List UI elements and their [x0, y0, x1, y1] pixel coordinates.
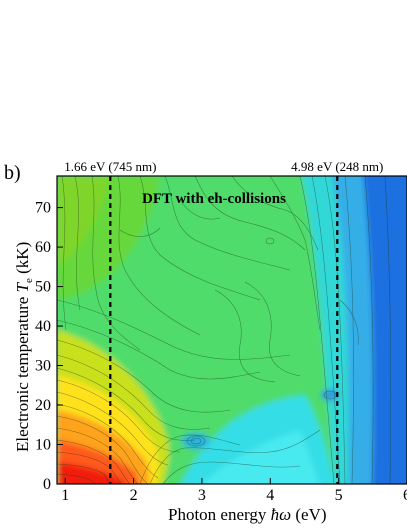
x-tick-label: 1	[61, 487, 69, 504]
heatmap-field	[57, 176, 407, 484]
y-axis-ticks: 0 10 20 30 40 50 60 70	[35, 200, 63, 493]
panel-label: b)	[4, 162, 21, 184]
y-tick-label: 10	[35, 437, 51, 454]
x-axis-label-symbol: ħω	[271, 505, 292, 524]
x-tick-label: 3	[198, 487, 206, 504]
y-axis-label-prefix: Electronic temperature	[13, 292, 32, 452]
y-axis-label: Electronic temperature Te (kK)	[13, 242, 35, 452]
y-axis-label-unit: (kK)	[13, 242, 32, 278]
plot-frame	[56, 175, 407, 485]
y-tick-label: 20	[35, 397, 51, 414]
x-axis-ticks: 1 2 3 4 5 6	[61, 478, 407, 504]
y-tick-label: 40	[35, 318, 51, 335]
y-axis-label-subscript: e	[23, 278, 35, 283]
y-axis-label-symbol: T	[13, 281, 32, 292]
x-axis-label: Photon energy ħω (eV)	[168, 505, 327, 524]
y-tick-label: 50	[35, 279, 51, 296]
y-tick-label: 70	[35, 200, 51, 217]
x-tick-label: 4	[266, 487, 274, 504]
y-tick-label: 60	[35, 239, 51, 256]
x-tick-label: 6	[403, 487, 407, 504]
x-axis-label-unit: (eV)	[291, 505, 326, 524]
y-tick-label: 0	[43, 476, 51, 493]
chart-title: DFT with eh-collisions	[142, 191, 286, 207]
marker-label-4-98ev: 4.98 eV (248 nm)	[291, 159, 383, 174]
y-tick-label: 30	[35, 358, 51, 375]
x-tick-label: 5	[335, 487, 343, 504]
marker-label-1-66ev: 1.66 eV (745 nm)	[64, 159, 156, 174]
x-axis-label-prefix: Photon energy	[168, 505, 271, 524]
x-tick-label: 2	[130, 487, 138, 504]
